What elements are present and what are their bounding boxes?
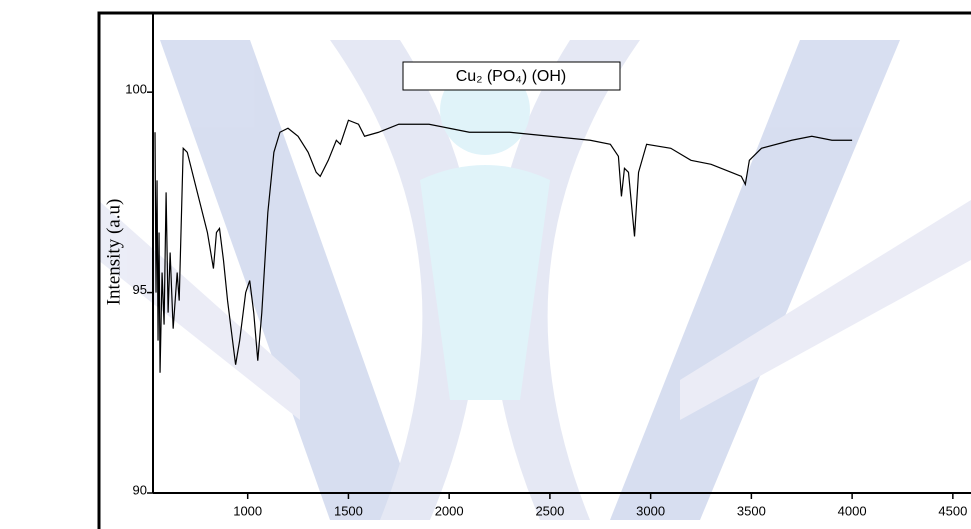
outer-frame [97,11,971,529]
x-tick-label: 1000 [233,503,262,518]
y-tick-label: 95 [133,282,147,297]
y-tick-label: 100 [125,82,147,97]
x-tick-label: 3000 [636,503,665,518]
x-tick-label: 3500 [737,503,766,518]
x-tick-label: 2000 [435,503,464,518]
watermark [98,40,971,520]
x-tick-label: 4500 [938,503,967,518]
chart-title: Cu₂ (PO₄) (OH) [456,68,567,85]
title-box [402,61,621,91]
x-tick-label: 2500 [535,503,564,518]
x-tick-label: 4000 [838,503,867,518]
x-tick-label: 1500 [334,503,363,518]
y-axis-label: Intensity (a.u) [103,199,124,306]
y-tick-label: 90 [133,482,147,497]
spectrum-line [154,119,853,373]
